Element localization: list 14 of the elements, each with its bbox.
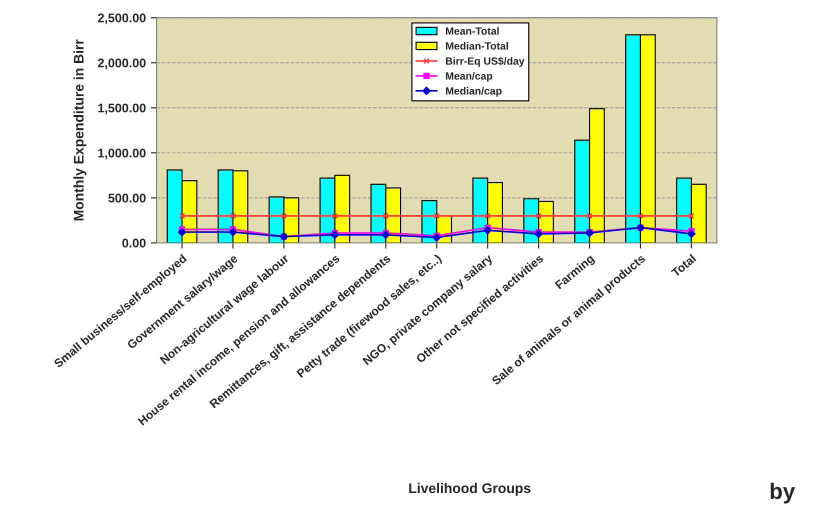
y-tick-label: 2,000.00 <box>98 58 146 70</box>
text: by <box>770 482 796 504</box>
legend-label: Mean-Total <box>446 27 499 35</box>
y-tick-label: 0.00 <box>122 238 146 248</box>
legend-label: Median/cap <box>446 86 502 97</box>
y-tick-label: 1,000.00 <box>98 148 146 160</box>
x-axis-title: Livelihood Groups <box>409 482 530 496</box>
y-axis-title: Monthly Expenditure in Birr <box>73 39 86 220</box>
legend-label: Birr-Eq US$/day <box>446 56 525 67</box>
legend-label: Median-Total <box>446 42 508 50</box>
y-tick-label: 1,500.00 <box>98 104 146 114</box>
legend-label: Mean/cap <box>446 72 492 82</box>
y-tick-label: 2,500.00 <box>98 14 146 24</box>
y-tick-label: 500.00 <box>108 194 146 202</box>
